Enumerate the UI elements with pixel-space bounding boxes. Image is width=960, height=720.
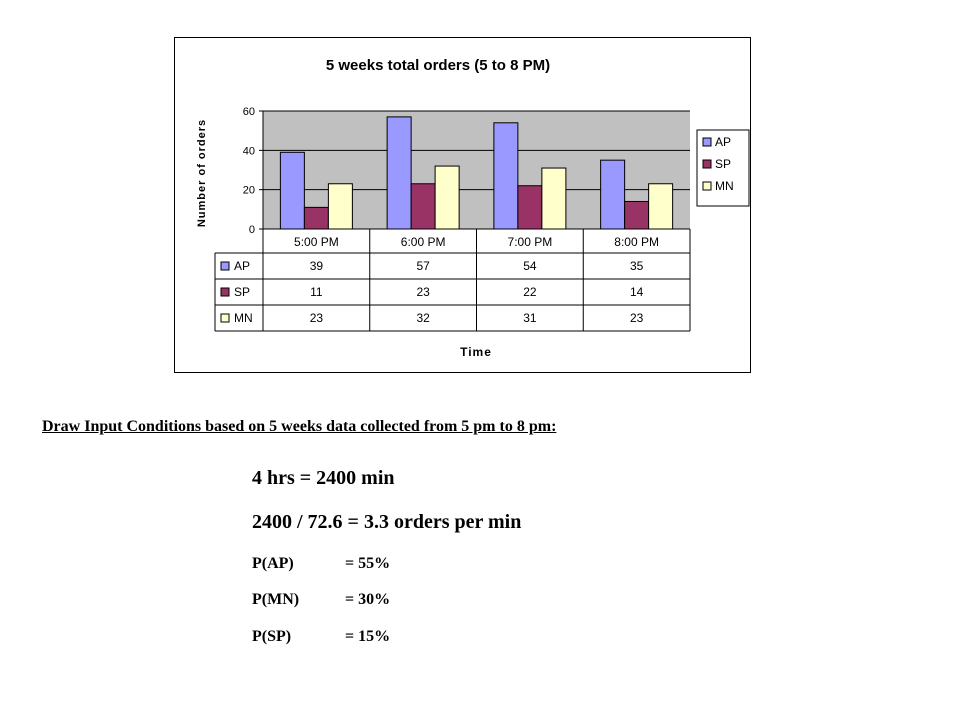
bar xyxy=(386,116,412,230)
legend-key xyxy=(702,181,712,191)
x-axis-label: Time xyxy=(460,345,492,359)
table-cell: 31 xyxy=(523,311,537,325)
legend-label: MN xyxy=(715,179,734,193)
legend-key xyxy=(220,261,230,271)
bar xyxy=(279,151,305,230)
y-tick-label: 40 xyxy=(243,145,255,157)
bar xyxy=(541,167,567,230)
bar xyxy=(327,183,353,230)
probability-value: = 30% xyxy=(345,591,391,608)
bar xyxy=(600,159,626,230)
legend-key xyxy=(702,137,712,147)
bar xyxy=(648,183,674,230)
x-tick-label: 6:00 PM xyxy=(401,235,446,249)
legend-key xyxy=(220,287,230,297)
rate-line: 2400 / 72.6 = 3.3 orders per min xyxy=(252,511,522,533)
bar xyxy=(517,185,543,230)
table-cell: 57 xyxy=(416,259,430,273)
bar-chart: 5 weeks total orders (5 to 8 PM) 0 20 40 60 N… xyxy=(196,57,750,359)
legend-label: AP xyxy=(715,135,731,149)
probability-sp: P(SP) = 15% xyxy=(252,628,452,646)
table-cell: 23 xyxy=(630,311,644,325)
table-series-label: MN xyxy=(234,311,253,325)
legend-key xyxy=(220,313,230,323)
chart-frame: 5 weeks total orders (5 to 8 PM) 0 20 40 60 N… xyxy=(174,37,751,373)
bar xyxy=(303,206,329,230)
minutes-line: 4 hrs = 2400 min xyxy=(252,467,395,489)
table-cell: 23 xyxy=(310,311,324,325)
section-heading: Draw Input Conditions based on 5 weeks d… xyxy=(42,418,557,435)
probability-mn: P(MN) = 30% xyxy=(252,591,452,609)
table-cell: 11 xyxy=(310,285,323,299)
probability-value: = 55% xyxy=(345,555,391,572)
x-tick-label: 5:00 PM xyxy=(294,235,339,249)
bar xyxy=(434,165,460,230)
y-tick-label: 0 xyxy=(249,224,255,236)
bar xyxy=(624,200,650,230)
table-series-label: SP xyxy=(234,285,250,299)
probability-ap: P(AP) = 55% xyxy=(252,555,452,573)
probability-value: = 15% xyxy=(345,628,391,645)
table-cell: 35 xyxy=(630,259,644,273)
legend-label: SP xyxy=(715,157,731,171)
table-cell: 39 xyxy=(310,259,324,273)
table-series-label: AP xyxy=(234,259,250,273)
table-cell: 14 xyxy=(630,285,644,299)
table-cell: 23 xyxy=(416,285,430,299)
table-cell: 54 xyxy=(523,259,537,273)
legend-key xyxy=(702,159,712,169)
x-tick-label: 8:00 PM xyxy=(614,235,659,249)
bar xyxy=(493,122,519,230)
y-axis-label: Number of orders xyxy=(196,119,208,227)
probability-label: P(MN) xyxy=(252,591,300,608)
table-cell: 32 xyxy=(416,311,430,325)
probability-label: P(AP) xyxy=(252,555,294,572)
table-cell: 22 xyxy=(523,285,537,299)
probability-label: P(SP) xyxy=(252,628,292,645)
chart-title: 5 weeks total orders (5 to 8 PM) xyxy=(326,57,550,74)
y-tick-label: 20 xyxy=(243,185,255,197)
bar xyxy=(410,183,436,230)
x-tick-label: 7:00 PM xyxy=(508,235,553,249)
y-tick-label: 60 xyxy=(243,106,255,118)
